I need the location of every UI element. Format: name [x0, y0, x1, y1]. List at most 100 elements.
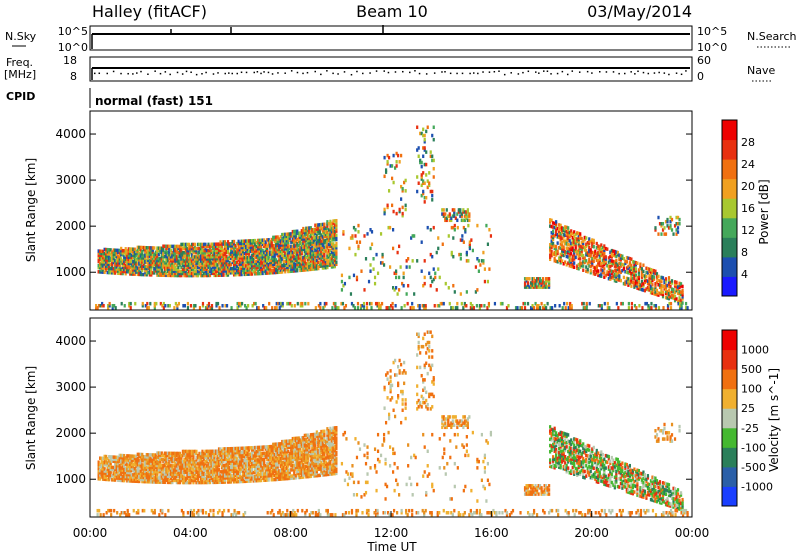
data-cell: [354, 306, 356, 310]
data-cell: [437, 267, 439, 271]
data-cell: [149, 302, 151, 306]
data-cell: [405, 179, 407, 183]
data-cell: [392, 247, 394, 251]
data-cell: [369, 263, 371, 267]
nave-dot: [388, 72, 390, 74]
data-cell: [631, 306, 633, 310]
data-cell: [342, 230, 344, 234]
data-cell: [282, 302, 284, 306]
data-cell: [630, 284, 632, 288]
nave-dot: [205, 72, 207, 74]
data-cell: [421, 165, 423, 169]
data-cell: [258, 306, 260, 310]
data-cell: [430, 276, 432, 280]
nave-dot: [676, 72, 678, 74]
data-cell: [202, 302, 204, 306]
data-cell: [397, 251, 399, 255]
nave-dot: [337, 73, 339, 75]
data-cell: [366, 232, 368, 236]
data-cell: [255, 302, 257, 306]
data-cell: [348, 247, 350, 251]
colorbar-tick-label: 20: [741, 180, 755, 193]
data-cell: [357, 224, 359, 228]
data-cell: [392, 302, 394, 306]
data-cell: [583, 302, 585, 306]
data-cell: [424, 276, 426, 280]
data-cell: [424, 200, 426, 204]
data-cell: [380, 232, 382, 236]
data-cell: [428, 181, 430, 185]
nave-dot: [160, 73, 162, 75]
data-cell: [398, 276, 400, 280]
data-cell: [148, 306, 150, 310]
data-cell: [501, 302, 503, 306]
data-cell: [660, 232, 662, 236]
data-cell: [345, 304, 347, 308]
data-cell: [427, 126, 429, 130]
data-cell: [437, 236, 439, 240]
nave-dot: [147, 73, 149, 75]
data-cell: [494, 302, 496, 306]
nave-dot: [351, 74, 353, 76]
data-cell: [416, 190, 418, 194]
data-cell: [626, 260, 628, 264]
data-cell: [636, 262, 638, 266]
colorbar-swatch: [722, 276, 737, 296]
nave-dot: [362, 73, 364, 75]
data-cell: [315, 306, 317, 310]
nave-dot: [120, 73, 122, 75]
data-cell: [678, 218, 680, 222]
data-cell: [448, 234, 450, 238]
nave-dot: [213, 73, 215, 75]
data-cell: [372, 267, 374, 271]
data-cell: [413, 306, 415, 310]
freq-unit: [MHz]: [4, 68, 36, 81]
data-cell: [391, 204, 393, 208]
data-cell: [593, 245, 595, 249]
data-cell: [555, 245, 557, 249]
data-cell: [608, 306, 610, 310]
data-cell: [134, 302, 136, 306]
data-cell: [341, 274, 343, 278]
data-cell: [430, 228, 432, 232]
data-cell: [383, 156, 385, 160]
nave-dot: [228, 72, 230, 74]
data-cell: [383, 175, 385, 179]
nave-dot: [618, 73, 620, 75]
data-cell: [443, 302, 445, 306]
data-cell: [221, 304, 223, 308]
nave-dot: [557, 73, 559, 75]
data-cell: [184, 304, 186, 308]
nave-dot: [572, 70, 574, 72]
data-cell: [407, 302, 409, 306]
data-cell: [465, 304, 467, 308]
nave-dot: [473, 72, 475, 74]
data-cell: [427, 226, 429, 230]
data-cell: [405, 189, 407, 193]
data-cell: [645, 275, 647, 279]
nave-dot: [634, 73, 636, 75]
colorbar-swatch: [722, 257, 737, 277]
data-cell: [436, 251, 438, 255]
nave-dot: [140, 71, 142, 73]
data-cell: [436, 288, 438, 292]
nave-dot: [369, 72, 371, 74]
data-cell: [443, 208, 445, 212]
data-cell: [389, 226, 391, 230]
data-cell: [403, 284, 405, 288]
data-cell: [416, 175, 418, 179]
data-cell: [325, 302, 327, 306]
data-cell: [662, 306, 664, 310]
data-cell: [400, 154, 402, 158]
data-cell: [366, 302, 368, 306]
data-cell: [402, 206, 404, 210]
data-cell: [623, 276, 625, 280]
nave-tick-bottom: 0: [697, 70, 704, 83]
data-cell: [342, 302, 344, 306]
data-cell: [665, 232, 667, 236]
nave-dot: [450, 73, 452, 75]
nave-dot: [132, 73, 134, 75]
data-cell: [425, 304, 427, 308]
